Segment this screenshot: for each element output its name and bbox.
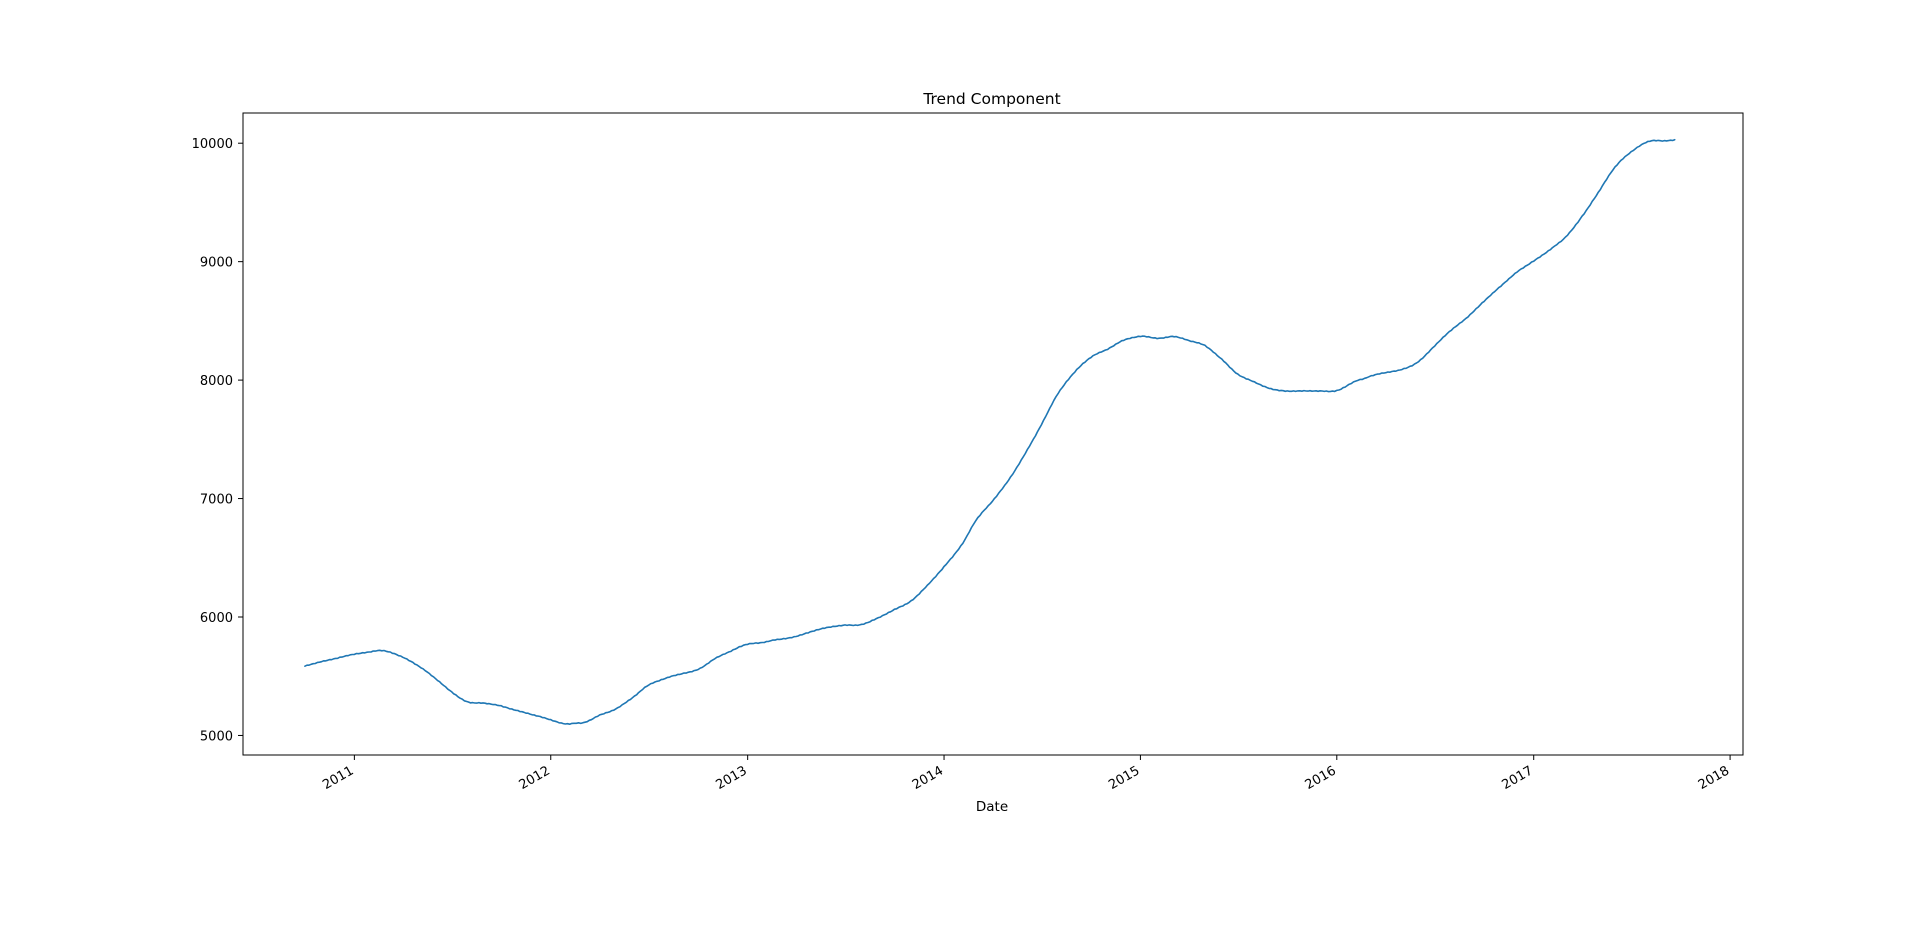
x-axis-label: Date	[976, 799, 1008, 815]
y-tick-label: 7000	[200, 493, 233, 508]
x-tick-label: 2014	[910, 763, 946, 793]
chart-title: Trend Component	[922, 90, 1060, 108]
y-tick-label: 6000	[200, 611, 233, 626]
series-layer	[304, 138, 1676, 725]
x-axis: 2011 2012 2013 2014 2015 2016 2017 2018	[320, 755, 1732, 793]
x-tick-label: 2018	[1696, 763, 1732, 793]
x-tick-label: 2016	[1303, 763, 1339, 793]
x-tick-label: 2011	[320, 763, 356, 793]
x-tick-label: 2013	[714, 763, 750, 793]
trend-series-line	[304, 138, 1676, 725]
x-tick-label: 2012	[517, 763, 553, 793]
x-tick-label: 2017	[1500, 763, 1536, 793]
y-tick-label: 9000	[200, 256, 233, 271]
y-tick-label: 5000	[200, 729, 233, 744]
y-tick-label: 8000	[200, 374, 233, 389]
x-tick-label: 2015	[1106, 763, 1142, 793]
y-axis: 5000 6000 7000 8000 9000 10000	[192, 137, 243, 744]
y-tick-label: 10000	[192, 137, 233, 152]
plot-frame	[242, 112, 1744, 756]
